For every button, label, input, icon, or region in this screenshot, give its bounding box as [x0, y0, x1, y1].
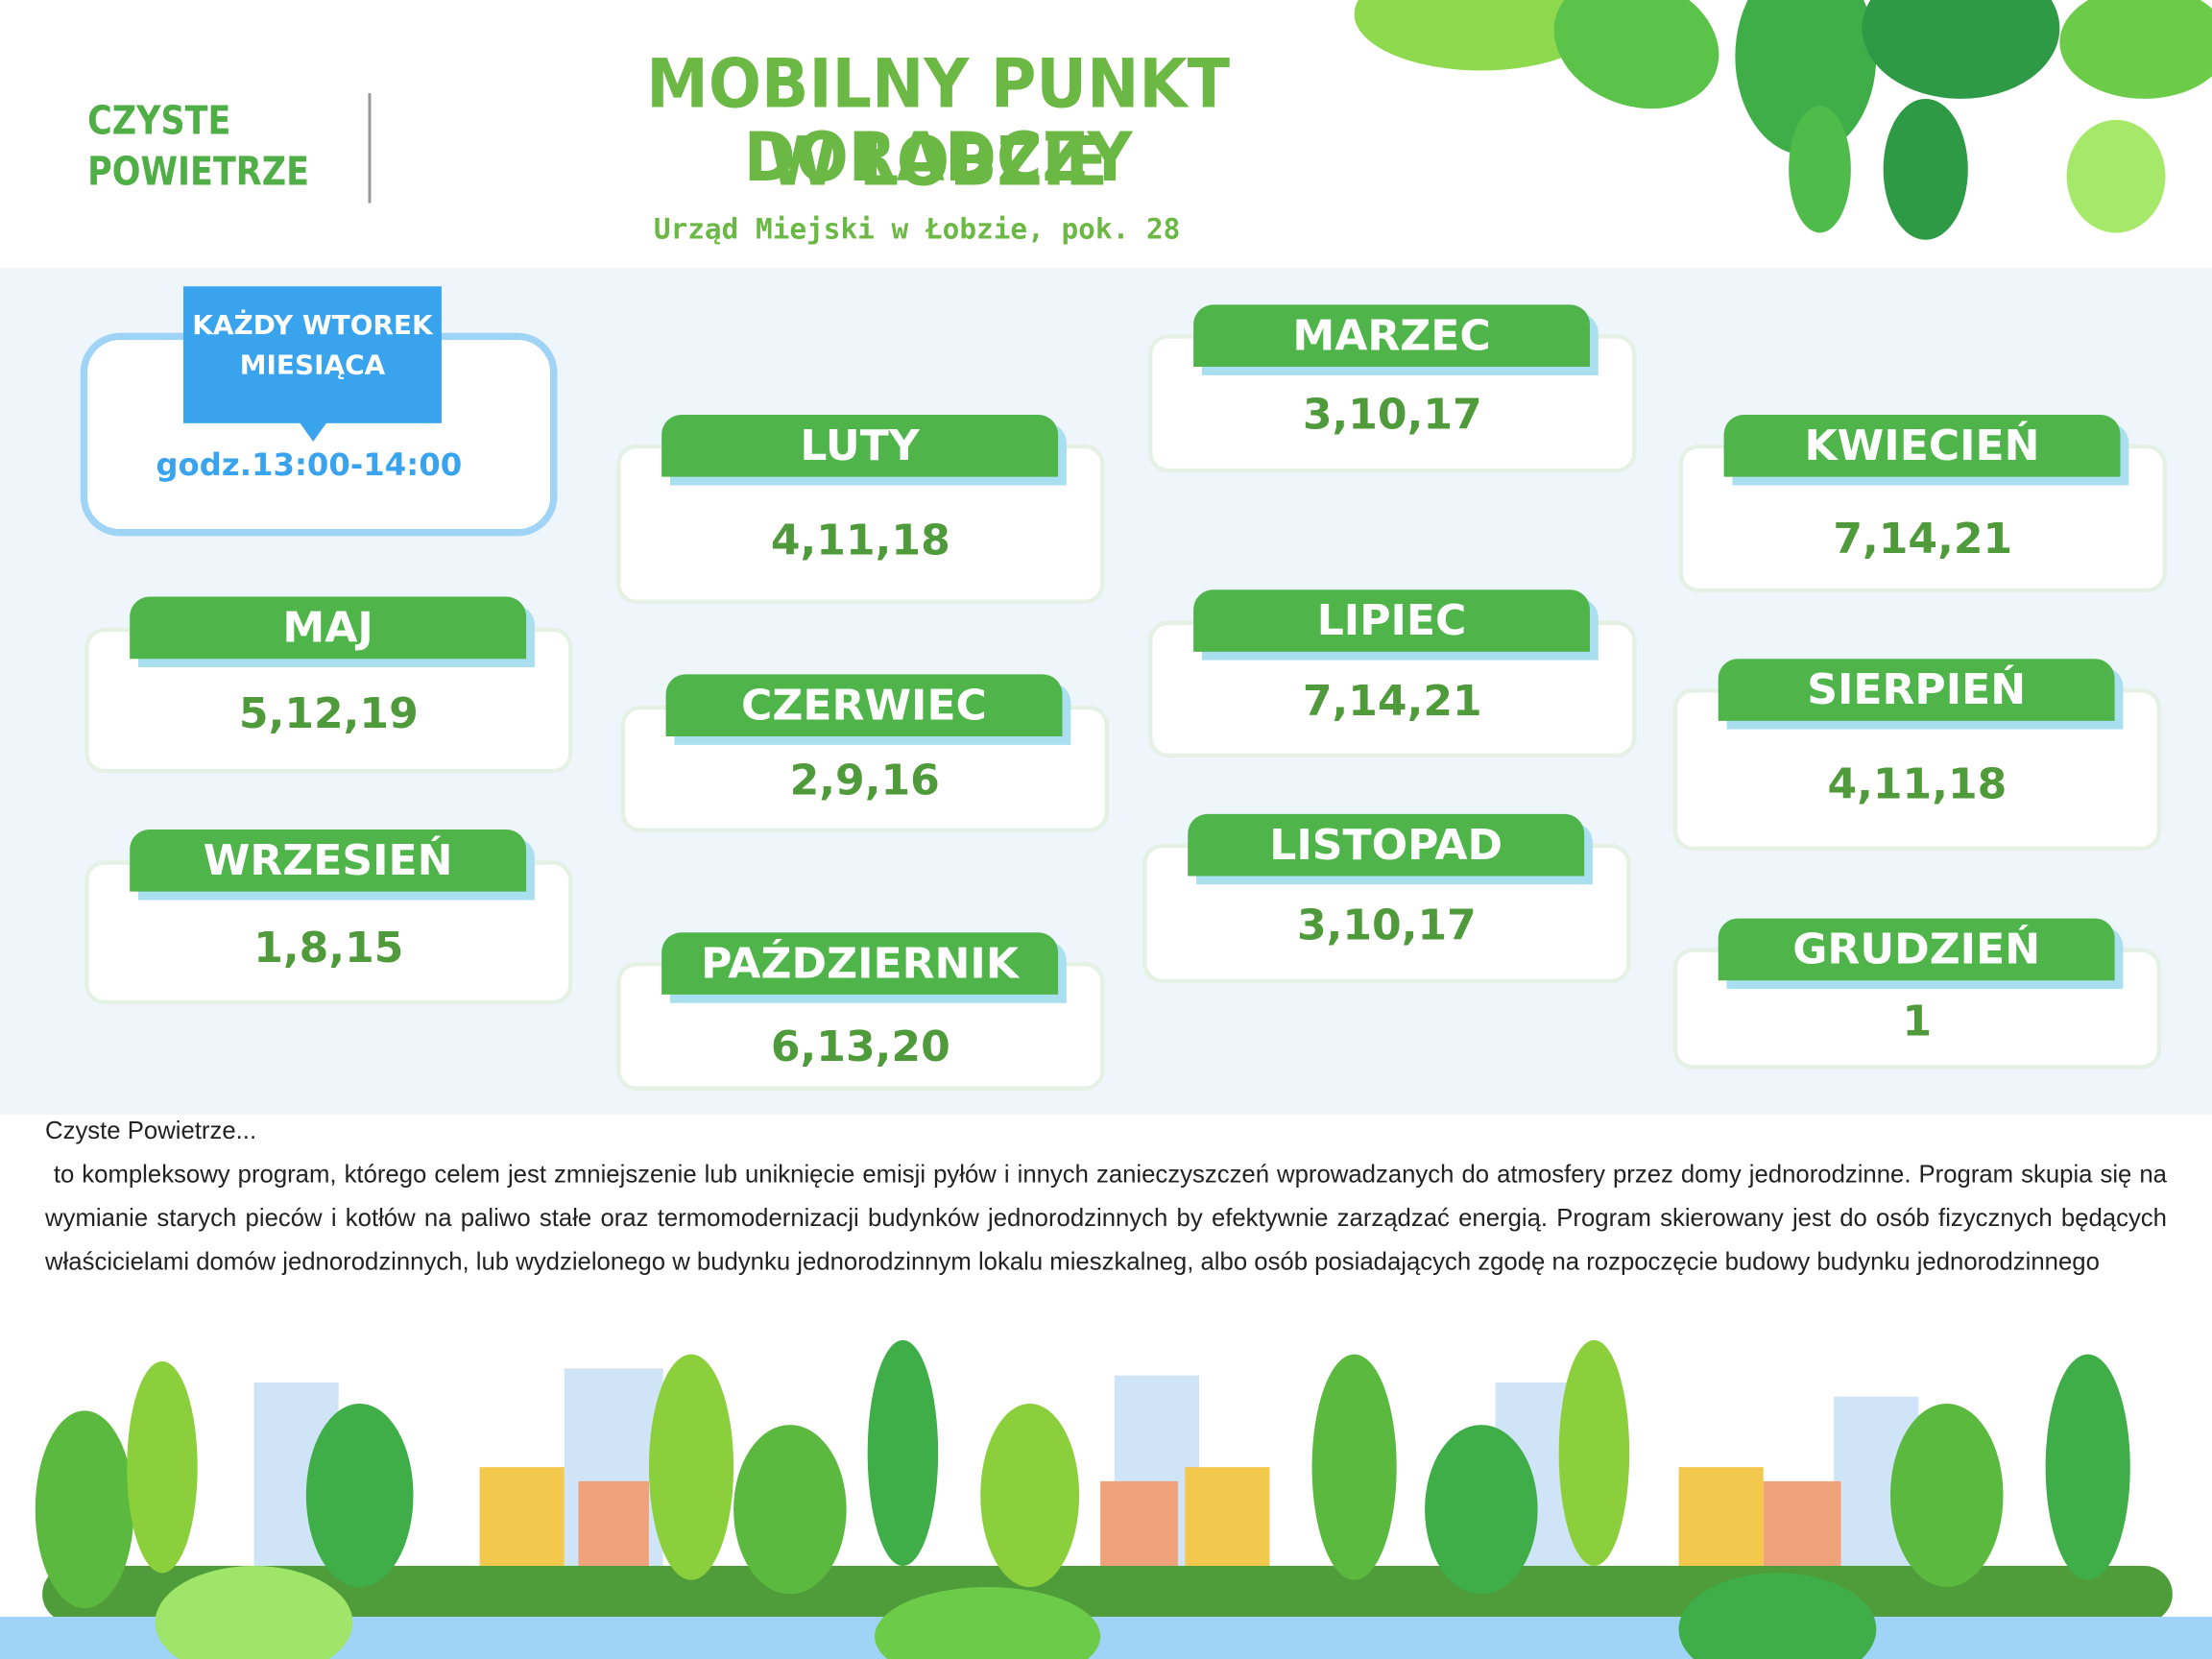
title: MOBILNY PUNKT DORADCZY: [646, 45, 1230, 198]
logo-line: CZYSTE: [87, 97, 231, 144]
month-name: CZERWIEC: [665, 674, 1063, 737]
month-name: LIPIEC: [1193, 589, 1591, 652]
schedule-label: MIESIĄCA: [239, 349, 386, 381]
month-dates: 3,10,17: [1302, 391, 1482, 441]
schedule-label: KAŻDY WTOREK: [192, 310, 433, 342]
month-name: LISTOPAD: [1188, 813, 1585, 877]
month-dates: 7,14,21: [1302, 677, 1482, 727]
month-dates: 3,10,17: [1296, 901, 1477, 951]
separator: [368, 92, 372, 204]
description-heading: Czyste Powietrze...: [45, 1116, 257, 1144]
logo: CZYSTE POWIETRZE: [87, 96, 309, 198]
subtitle: Urząd Miejski w Łobzie, pok. 28: [653, 211, 1181, 246]
month-name: MARZEC: [1193, 304, 1591, 368]
landscape: [0, 1339, 2212, 1659]
schedule-tag: KAŻDY WTOREK MIESIĄCA: [183, 286, 442, 423]
month-dates: 4,11,18: [1827, 760, 2008, 810]
schedule-tip: [299, 421, 327, 442]
month-dates: 6,13,20: [770, 1022, 950, 1072]
month-name: KWIECIEŃ: [1723, 415, 2121, 477]
hours: godz.13:00-14:00: [156, 448, 463, 485]
logo-line: POWIETRZE: [87, 148, 309, 195]
month-dates: 2,9,16: [789, 756, 940, 806]
month-dates: 7,14,21: [1833, 515, 2013, 565]
title: W ŁOBZIE: [768, 122, 1108, 203]
month-name: SIERPIEŃ: [1718, 659, 2115, 721]
month-name: GRUDZIEŃ: [1718, 918, 2115, 981]
month-name: WRZESIEŃ: [130, 830, 527, 892]
month-name: PAŹDZIERNIK: [661, 932, 1059, 995]
description-text: to kompleksowy program, którego celem je…: [45, 1159, 2167, 1276]
month-dates: 1: [1902, 997, 1933, 1047]
leaves-top: [1354, 0, 2212, 240]
month-name: MAJ: [130, 596, 527, 660]
month-dates: 5,12,19: [238, 689, 419, 739]
description: Czyste Powietrze... to kompleksowy progr…: [45, 1109, 2167, 1284]
month-dates: 4,11,18: [770, 516, 950, 566]
month-name: LUTY: [661, 415, 1059, 477]
month-dates: 1,8,15: [253, 924, 404, 974]
